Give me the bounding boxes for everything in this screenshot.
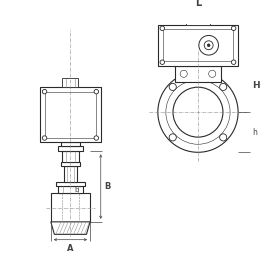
- Text: h: h: [252, 128, 257, 137]
- Bar: [158, 25, 238, 66]
- Circle shape: [204, 41, 213, 50]
- Circle shape: [207, 44, 210, 46]
- Bar: [51, 193, 90, 222]
- Text: L: L: [195, 0, 201, 8]
- Text: A: A: [67, 244, 74, 253]
- Circle shape: [180, 70, 187, 77]
- Text: B: B: [104, 182, 111, 191]
- Circle shape: [231, 60, 236, 65]
- Circle shape: [169, 134, 176, 141]
- Bar: [62, 151, 79, 162]
- Bar: [58, 146, 83, 151]
- Circle shape: [173, 87, 223, 137]
- Text: b: b: [74, 187, 78, 193]
- Circle shape: [160, 26, 165, 30]
- Circle shape: [158, 72, 238, 152]
- Circle shape: [166, 80, 230, 144]
- Circle shape: [209, 70, 216, 77]
- Bar: [56, 182, 85, 186]
- Bar: [163, 29, 233, 61]
- Circle shape: [220, 134, 227, 141]
- Circle shape: [169, 83, 176, 90]
- Circle shape: [231, 26, 236, 30]
- Circle shape: [199, 36, 218, 55]
- Bar: [175, 66, 221, 82]
- Bar: [58, 186, 83, 193]
- Circle shape: [42, 136, 47, 140]
- Bar: [61, 142, 80, 146]
- Bar: [62, 78, 78, 87]
- Circle shape: [94, 136, 99, 140]
- Bar: [40, 87, 101, 142]
- Circle shape: [94, 89, 99, 94]
- Bar: [186, 19, 209, 25]
- Text: H: H: [252, 81, 260, 90]
- Circle shape: [42, 89, 47, 94]
- Bar: [64, 166, 77, 182]
- Bar: [45, 92, 96, 138]
- Bar: [61, 162, 80, 166]
- Polygon shape: [51, 222, 90, 234]
- Circle shape: [220, 83, 227, 90]
- Circle shape: [160, 60, 165, 65]
